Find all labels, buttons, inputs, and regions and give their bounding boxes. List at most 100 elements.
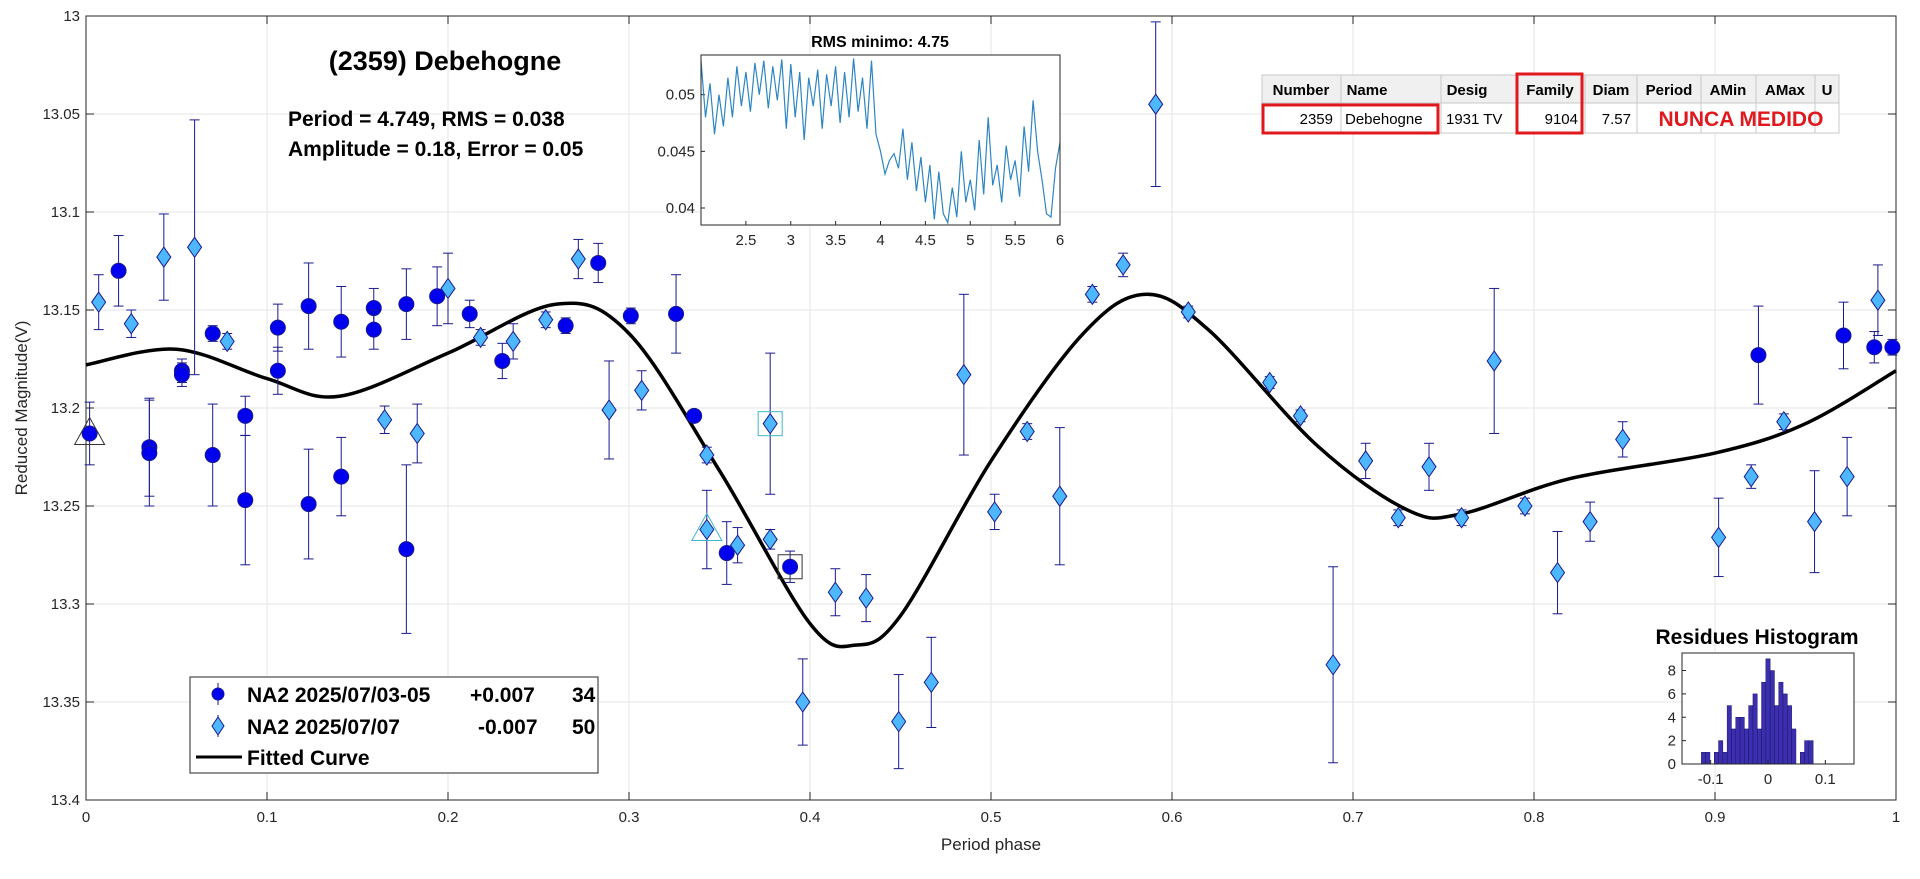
circle-point [110,262,127,279]
rms-line [700,58,1061,225]
period-rms-annotation: Period = 4.749, RMS = 0.038 [288,108,565,131]
diamond-point [538,308,554,331]
legend-count: 34 [572,684,596,707]
histogram-bar [1714,752,1719,765]
histogram-bar [1735,717,1741,765]
inset-frame [700,54,1061,226]
diamond-point [1743,465,1759,488]
histogram-bar [1701,752,1706,765]
diamond-point [1390,506,1406,529]
inset-x-tick-label: 3.5 [825,232,846,249]
x-tick-label: 0.5 [981,809,1002,826]
histogram-bar [1782,693,1788,765]
histogram-y-tick-label: 4 [1668,709,1676,726]
diamond-point [699,444,715,466]
diamond-point [1549,561,1566,584]
inset-x-tick-label: 2.5 [735,232,756,249]
highlight-triangle-marker [690,512,723,542]
inset-x-tick-label: 3 [787,232,795,249]
legend-entry-series2: NA2 2025/07/07 -0.007 50 [211,715,595,739]
table-header-u: U [1822,82,1833,99]
histogram-bar [1791,728,1797,765]
histogram-bar [1739,717,1745,765]
amplitude-error-annotation: Amplitude = 0.18, Error = 0.05 [288,138,584,161]
table-cell-name: Debehogne [1345,111,1423,128]
circle-point [686,407,703,424]
diamond-point [1806,510,1823,533]
x-tick-label: 0.8 [1524,809,1545,826]
diamond-point [156,246,172,268]
circle-point [429,288,446,305]
diamond-point [1870,289,1886,312]
histogram-bar [1778,681,1784,765]
circle-point [1866,339,1883,356]
diamond-point [1262,371,1278,394]
table-header-amin: AMin [1710,82,1747,99]
circle-point [173,366,190,383]
diamond-point [699,518,715,541]
histogram-bar [1804,740,1810,765]
legend-circle-marker [211,687,225,701]
circle-point [141,445,158,462]
highlight-marker-layer [73,411,803,580]
histogram-x-tick-label: 0.1 [1815,771,1836,788]
circle-point [461,305,478,322]
circle-point [1835,327,1852,344]
diamond-point [91,291,107,314]
legend-label: NA2 2025/07/03-05 [247,684,431,707]
diamond-point [1148,93,1164,116]
diamond-point [123,312,139,335]
circle-point [622,307,639,324]
circle-point [300,298,317,315]
histogram-bar [1748,705,1754,765]
diamond-point [1292,404,1309,427]
y-tick-label: 13.15 [42,302,80,319]
inset-y-tick-label: 0.05 [666,87,695,104]
diamond-point [186,236,203,259]
legend-label: Fitted Curve [247,747,370,770]
circle-point [269,362,286,379]
diamond-point [1358,450,1374,472]
asteroid-info-table: Number Name Desig Family Diam Period AMi… [1261,72,1840,135]
y-tick-label: 13.1 [51,204,80,221]
legend-diamond-marker [211,716,225,736]
x-tick-label: 0.6 [1162,809,1183,826]
histogram-bar [1787,705,1792,765]
diamond-point [1711,526,1727,549]
diamond-point [762,412,778,435]
histogram-bar [1731,728,1736,765]
diamond-point [601,399,617,421]
histogram-y-tick-label: 8 [1668,663,1676,680]
legend-offset: +0.007 [470,684,535,707]
histogram-bar [1800,752,1805,765]
circle-point [81,425,98,442]
x-tick-label: 0.1 [257,809,278,826]
diamond-point [987,501,1003,523]
x-tick-label: 0.2 [438,809,459,826]
table-cell-diam: 7.57 [1602,111,1631,128]
table-header-row [1261,74,1840,104]
diamond-point [1052,485,1068,508]
table-header-diam: Diam [1593,82,1630,99]
circle-point [1884,339,1901,356]
inset-y-tick-label: 0.04 [666,200,695,217]
diamond-point [1115,254,1131,276]
histogram-y-tick-label: 2 [1668,733,1676,750]
circle-point [269,319,286,336]
legend-offset: -0.007 [478,716,538,739]
inset-x-tick-label: 4.5 [915,232,936,249]
table-header-period: Period [1646,82,1693,99]
inset-x-tick-label: 5.5 [1005,232,1026,249]
x-tick-label: 0.9 [1705,809,1726,826]
histogram-bar [1757,728,1762,765]
circle-point [237,492,254,509]
circle-point [718,545,735,562]
legend-box [189,676,599,774]
circle-point [1750,347,1767,364]
diamond-point [1180,301,1196,323]
histogram-bar [1744,728,1749,765]
circle-point [782,558,799,575]
table-header-desig: Desig [1447,82,1488,99]
diamond-point [1776,410,1792,433]
x-tick-label: 0 [82,809,90,826]
